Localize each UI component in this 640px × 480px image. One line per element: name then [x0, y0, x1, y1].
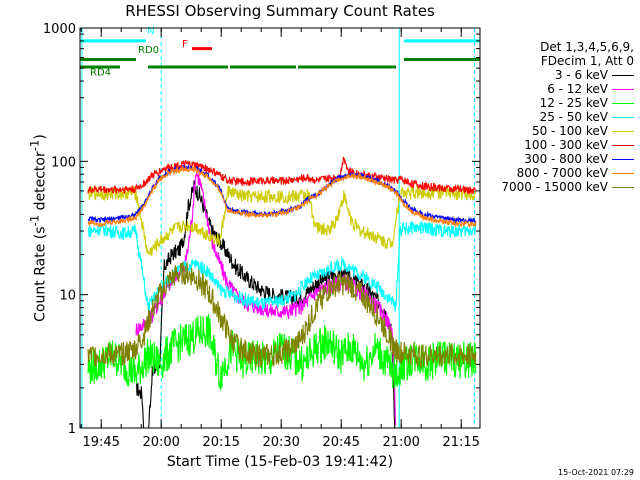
legend-item: 300 - 800 keV [501, 152, 634, 166]
x-tick-label: 21:00 [382, 435, 419, 450]
legend-item-label: 12 - 25 keV [539, 96, 608, 110]
y-axis-label: Count Rate (s-1 detector-1) [27, 134, 49, 322]
legend-item-label: 25 - 50 keV [539, 110, 608, 124]
legend-swatch [612, 74, 634, 76]
legend-item: 3 - 6 keV [501, 68, 634, 82]
legend-item-label: 800 - 7000 keV [516, 166, 608, 180]
legend-item-label: 100 - 300 keV [524, 138, 608, 152]
plot-axes: 1 10 100 1000 19:45 20:00 20:15 20:30 20:45 21:00… [43, 22, 481, 450]
legend-item: 12 - 25 keV [501, 96, 634, 110]
legend-item-label: 6 - 12 keV [547, 82, 608, 96]
series-line-7 [87, 166, 477, 229]
legend-item-label: 3 - 6 keV [554, 68, 608, 82]
legend-header-line-2: FDecim 1, Att 0 [540, 54, 634, 68]
x-tick-label: 20:30 [262, 435, 299, 450]
series-line-5 [87, 156, 476, 195]
annotation-rd4: RD4 [90, 68, 111, 79]
x-tick-label: 20:00 [142, 435, 179, 450]
plot-frame [79, 27, 481, 429]
legend-item-label: 50 - 100 keV [531, 124, 608, 138]
timestamp: 15-Oct-2021 07:29 [558, 468, 634, 477]
y-tick-label: 10 [59, 289, 76, 304]
legend-item: 6 - 12 keV [501, 82, 634, 96]
legend-items: 3 - 6 keV 6 - 12 keV 12 - 25 keV 25 - 50 ke… [501, 68, 634, 194]
legend-item: 7000 - 15000 keV [501, 180, 634, 194]
legend-item: 25 - 50 keV [501, 110, 634, 124]
legend-item: 50 - 100 keV [501, 124, 634, 138]
x-tick-label: 20:45 [322, 435, 359, 450]
y-tick-label: 1 [68, 422, 76, 437]
legend-item-label: 7000 - 15000 keV [501, 180, 608, 194]
y-tick-label: 100 [51, 155, 76, 170]
series-line-2 [87, 313, 477, 391]
legend-swatch [612, 116, 634, 118]
legend-swatch [612, 144, 634, 146]
x-tick-label: 19:45 [82, 435, 119, 450]
legend-item: 100 - 300 keV [501, 138, 634, 152]
legend-swatch [612, 130, 634, 132]
annotation-f: F [182, 39, 188, 50]
legend-item: 800 - 7000 keV [501, 166, 634, 180]
legend-swatch [612, 158, 634, 160]
legend-swatch [612, 102, 634, 104]
legend-header-line-1: Det 1,3,4,5,6,9, [540, 40, 634, 54]
series-line-4 [87, 185, 477, 256]
chart-title: RHESSI Observing Summary Count Rates [125, 2, 435, 20]
annotation-n: N [147, 26, 154, 37]
legend-swatch [612, 172, 634, 174]
x-axis-label: Start Time (15-Feb-03 19:41:42) [166, 454, 394, 470]
series-line-8 [87, 261, 477, 370]
x-tick-label: 21:15 [442, 435, 479, 450]
legend-item-label: 300 - 800 keV [524, 152, 608, 166]
plot-clip-group [80, 28, 480, 428]
annotation-rd0: RD0 [138, 45, 159, 56]
x-tick-label: 20:15 [202, 435, 239, 450]
series-line-3 [87, 220, 477, 312]
legend-swatch [612, 186, 634, 188]
y-tick-label: 1000 [43, 22, 76, 37]
plot-area: N F RD0 RD4 [80, 26, 480, 428]
series-line-6 [87, 164, 477, 224]
legend-swatch [612, 88, 634, 90]
legend: Det 1,3,4,5,6,9, FDecim 1, Att 0 3 - 6 k… [501, 40, 634, 194]
